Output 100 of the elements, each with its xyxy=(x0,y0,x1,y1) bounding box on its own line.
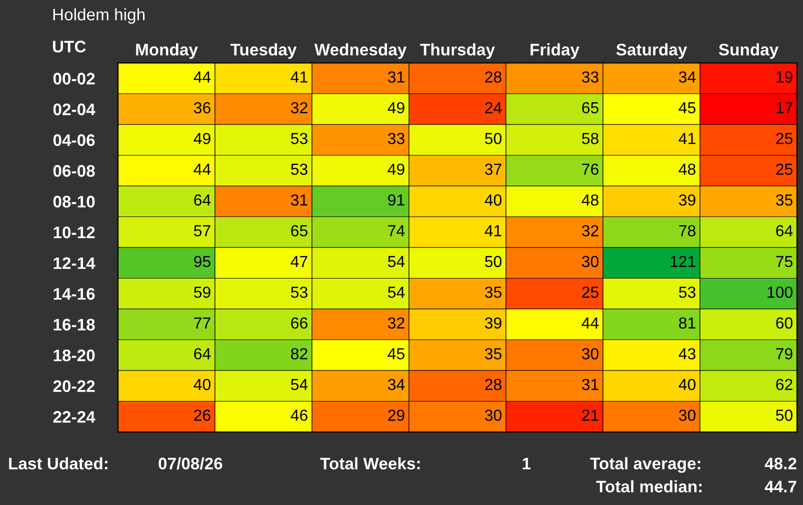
y-tick-label: 18-20 xyxy=(54,350,95,362)
data-label: 19 xyxy=(776,71,792,83)
text: 44.7 xyxy=(764,480,796,492)
data-label: 53 xyxy=(290,132,308,144)
data-label: 31 xyxy=(582,378,598,390)
data-label: 57 xyxy=(194,225,210,236)
data-label: 32 xyxy=(582,225,598,236)
data-label: 48 xyxy=(582,194,598,206)
data-label: 30 xyxy=(582,348,598,360)
data-label: 45 xyxy=(388,348,404,360)
data-label: 64 xyxy=(194,194,211,206)
data-label: 49 xyxy=(194,132,210,144)
data-label: 31 xyxy=(290,194,308,206)
data-label: 53 xyxy=(290,164,308,175)
data-label: 41 xyxy=(290,72,308,83)
data-label: 30 xyxy=(582,256,598,268)
x-tick-label: Sunday xyxy=(718,43,779,59)
text: 1 xyxy=(522,458,531,470)
data-label: 30 xyxy=(678,410,696,421)
y-tick-label: 22-24 xyxy=(53,411,96,423)
data-label: 76 xyxy=(582,164,598,175)
data-label: 28 xyxy=(485,378,502,390)
data-label: 50 xyxy=(776,410,792,421)
chart-title: Holdem high xyxy=(53,8,144,24)
data-label: 44 xyxy=(194,72,211,83)
data-label: 39 xyxy=(484,317,502,329)
data-label: 24 xyxy=(485,102,502,114)
data-label: 32 xyxy=(388,317,404,329)
data-label: 48 xyxy=(678,164,696,175)
data-label: 64 xyxy=(776,225,793,236)
data-label: 58 xyxy=(582,132,598,144)
y-tick-label: 16-18 xyxy=(54,318,95,331)
data-label: 45 xyxy=(678,102,696,114)
data-label: 25 xyxy=(582,286,598,298)
y-axis-title: UTC xyxy=(53,40,86,52)
data-label: 53 xyxy=(290,286,308,298)
text: Total median: xyxy=(596,480,702,492)
data-label: 32 xyxy=(290,102,308,114)
data-label: 95 xyxy=(194,256,210,268)
data-label: 65 xyxy=(291,225,308,236)
data-label: 40 xyxy=(194,378,210,390)
data-label: 74 xyxy=(388,225,405,236)
x-tick-label: Thursday xyxy=(420,43,495,59)
data-label: 64 xyxy=(194,348,211,360)
data-label: 43 xyxy=(678,348,696,360)
data-label: 77 xyxy=(194,318,210,329)
data-label: 53 xyxy=(678,286,696,298)
data-label: 54 xyxy=(388,286,405,298)
data-label: 25 xyxy=(776,132,792,144)
data-label: 81 xyxy=(679,317,696,329)
data-label: 65 xyxy=(582,102,598,114)
data-label: 50 xyxy=(484,256,502,268)
data-label: 91 xyxy=(388,194,404,206)
data-label: 62 xyxy=(776,378,792,390)
x-tick-label: Monday xyxy=(136,43,198,59)
y-tick-label: 08-10 xyxy=(53,196,95,208)
data-label: 35 xyxy=(484,286,502,298)
data-label: 37 xyxy=(484,164,502,175)
text: Total Weeks: xyxy=(320,457,420,470)
y-tick-label: 12-14 xyxy=(54,257,96,269)
data-label: 50 xyxy=(484,132,502,144)
data-label: 54 xyxy=(388,256,405,268)
data-label: 28 xyxy=(485,71,502,83)
data-label: 21 xyxy=(582,410,598,421)
data-label: 35 xyxy=(776,194,792,206)
x-tick-label: Wednesday xyxy=(314,43,407,59)
data-label: 33 xyxy=(388,132,404,144)
data-label: 49 xyxy=(388,102,404,114)
data-label: 75 xyxy=(776,256,792,268)
data-label: 26 xyxy=(194,410,210,421)
y-tick-label: 04-06 xyxy=(53,134,95,146)
data-label: 33 xyxy=(582,71,598,83)
y-tick-label: 02-04 xyxy=(53,104,96,116)
data-label: 17 xyxy=(776,102,792,114)
data-label: 121 xyxy=(670,256,696,268)
data-label: 41 xyxy=(678,133,696,144)
data-label: 41 xyxy=(484,225,502,236)
data-label: 60 xyxy=(776,317,792,329)
y-tick-label: 06-08 xyxy=(53,165,95,177)
y-tick-label: 14-16 xyxy=(54,288,95,300)
data-label: 40 xyxy=(678,378,696,390)
data-label: 29 xyxy=(388,410,404,421)
text: 07/08/26 xyxy=(158,457,222,470)
data-label: 36 xyxy=(194,102,210,114)
x-tick-label: Saturday xyxy=(616,43,688,59)
data-label: 25 xyxy=(776,164,792,175)
data-label: 46 xyxy=(290,410,308,421)
data-label: 35 xyxy=(484,348,502,360)
data-label: 34 xyxy=(388,378,405,390)
x-tick-label: Friday xyxy=(530,43,580,59)
data-label: 31 xyxy=(388,71,404,83)
data-label: 82 xyxy=(291,348,308,360)
y-tick-label: 00-02 xyxy=(53,72,95,85)
data-label: 34 xyxy=(678,71,696,83)
data-label: 59 xyxy=(194,286,210,298)
data-label: 79 xyxy=(776,348,792,360)
data-label: 39 xyxy=(678,194,696,206)
text: 48.2 xyxy=(764,458,796,470)
data-label: 54 xyxy=(290,379,308,390)
x-tick-label: Tuesday xyxy=(230,43,297,59)
